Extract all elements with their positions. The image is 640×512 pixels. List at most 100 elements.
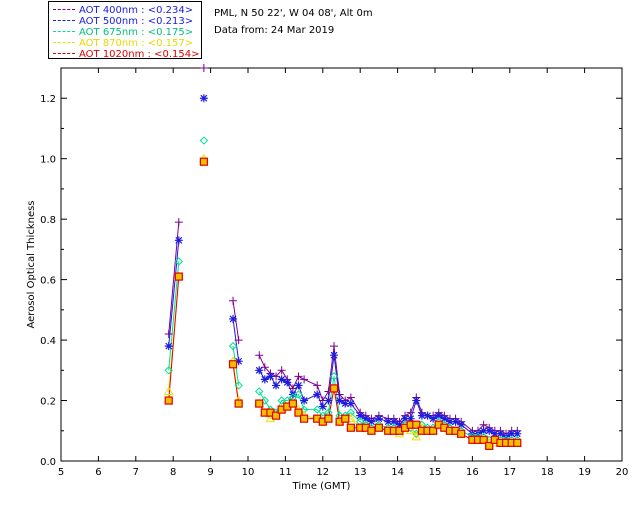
point-400nm	[174, 218, 183, 227]
x-tick-label: 9	[207, 467, 213, 478]
legend-swatch	[53, 52, 75, 54]
date-info: Data from: 24 Mar 2019	[214, 25, 335, 36]
point-400nm	[277, 366, 286, 375]
point-675nm	[260, 396, 270, 405]
point-500nm	[346, 399, 355, 408]
point-1020nm	[271, 411, 281, 420]
point-675nm	[294, 390, 303, 399]
series-line	[232, 300, 240, 341]
point-500nm	[429, 414, 438, 423]
legend-item: AOT 675nm : <0.175>	[53, 27, 193, 39]
point-400nm	[300, 375, 309, 384]
point-400nm	[255, 351, 264, 360]
point-500nm	[324, 396, 333, 405]
point-500nm	[266, 372, 275, 381]
point-400nm	[164, 330, 173, 339]
y-tick-label: 1.2	[40, 94, 56, 105]
point-500nm	[406, 414, 415, 423]
point-400nm	[234, 336, 243, 345]
legend-label: AOT 675nm : <0.175>	[79, 27, 194, 38]
x-tick-label: 18	[541, 467, 554, 478]
point-500nm	[199, 94, 208, 103]
plot-frame	[60, 67, 623, 462]
y-tick-label: 0.4	[40, 336, 56, 347]
point-500nm	[356, 411, 365, 420]
x-tick-label: 12	[316, 467, 329, 478]
x-tick-label: 10	[242, 467, 255, 478]
legend-item: AOT 400nm : <0.234>	[53, 5, 193, 17]
point-675nm	[255, 387, 264, 396]
point-500nm	[234, 357, 243, 366]
point-1020nm	[367, 426, 376, 435]
point-500nm	[395, 420, 404, 429]
point-1020nm	[479, 435, 488, 444]
point-675nm	[228, 341, 238, 351]
x-tick-label: 11	[279, 467, 292, 478]
point-1020nm	[346, 423, 355, 432]
x-tick-label: 8	[170, 467, 176, 478]
point-500nm	[318, 402, 327, 411]
point-1020nm	[412, 420, 421, 429]
series-line	[168, 276, 180, 401]
legend-label: AOT 1020nm : <0.154>	[79, 49, 200, 60]
point-500nm	[272, 381, 281, 390]
point-500nm	[451, 417, 460, 426]
series-line	[168, 240, 180, 347]
legend-swatch	[53, 8, 75, 10]
point-400nm	[199, 64, 208, 72]
x-tick-label: 13	[354, 467, 367, 478]
point-1020nm	[341, 414, 350, 423]
x-tick-label: 5	[58, 467, 64, 478]
x-tick-label: 7	[133, 467, 139, 478]
point-500nm	[485, 426, 494, 435]
point-500nm	[490, 429, 499, 438]
point-1020nm	[288, 399, 297, 408]
legend-swatch	[53, 19, 75, 21]
x-tick-label: 17	[503, 467, 516, 478]
point-500nm	[313, 390, 322, 399]
point-1020nm	[294, 408, 303, 417]
point-500nm	[300, 396, 309, 405]
legend-item: AOT 500nm : <0.213>	[53, 16, 193, 28]
series-line	[232, 364, 240, 404]
point-500nm	[255, 366, 264, 375]
point-500nm	[174, 236, 183, 245]
point-500nm	[496, 429, 505, 438]
legend-label: AOT 400nm : <0.234>	[79, 5, 194, 16]
point-675nm	[277, 396, 286, 405]
point-675nm	[346, 408, 356, 417]
point-400nm	[330, 342, 339, 351]
point-500nm	[389, 417, 398, 426]
legend-label: AOT 500nm : <0.213>	[79, 16, 194, 27]
point-500nm	[277, 375, 286, 384]
point-500nm	[374, 414, 383, 423]
point-870nm	[411, 431, 422, 441]
y-tick-label: 0.8	[40, 215, 56, 226]
point-1020nm	[513, 438, 522, 447]
point-500nm	[440, 414, 449, 423]
point-500nm	[367, 417, 376, 426]
point-1020nm	[457, 429, 466, 438]
point-675nm	[312, 405, 322, 414]
point-500nm	[341, 399, 350, 408]
y-tick-label: 0.0	[40, 457, 56, 468]
y-axis-title: Aerosol Optical Thickness	[26, 200, 37, 328]
point-500nm	[445, 417, 454, 426]
point-675nm	[164, 366, 173, 375]
point-870nm	[163, 386, 174, 395]
point-500nm	[361, 414, 370, 423]
point-500nm	[335, 396, 344, 405]
y-tick-label: 1.0	[40, 155, 56, 166]
x-axis-title: Time (GMT)	[292, 481, 351, 492]
point-500nm	[513, 429, 522, 438]
point-500nm	[479, 426, 488, 435]
point-675nm	[234, 381, 243, 390]
point-1020nm	[199, 157, 208, 166]
point-500nm	[423, 411, 432, 420]
legend-item: AOT 1020nm : <0.154>	[53, 49, 199, 61]
x-tick-label: 14	[391, 467, 404, 478]
point-400nm	[294, 372, 303, 381]
legend-item: AOT 870nm : <0.157>	[53, 38, 193, 50]
point-1020nm	[228, 360, 238, 369]
